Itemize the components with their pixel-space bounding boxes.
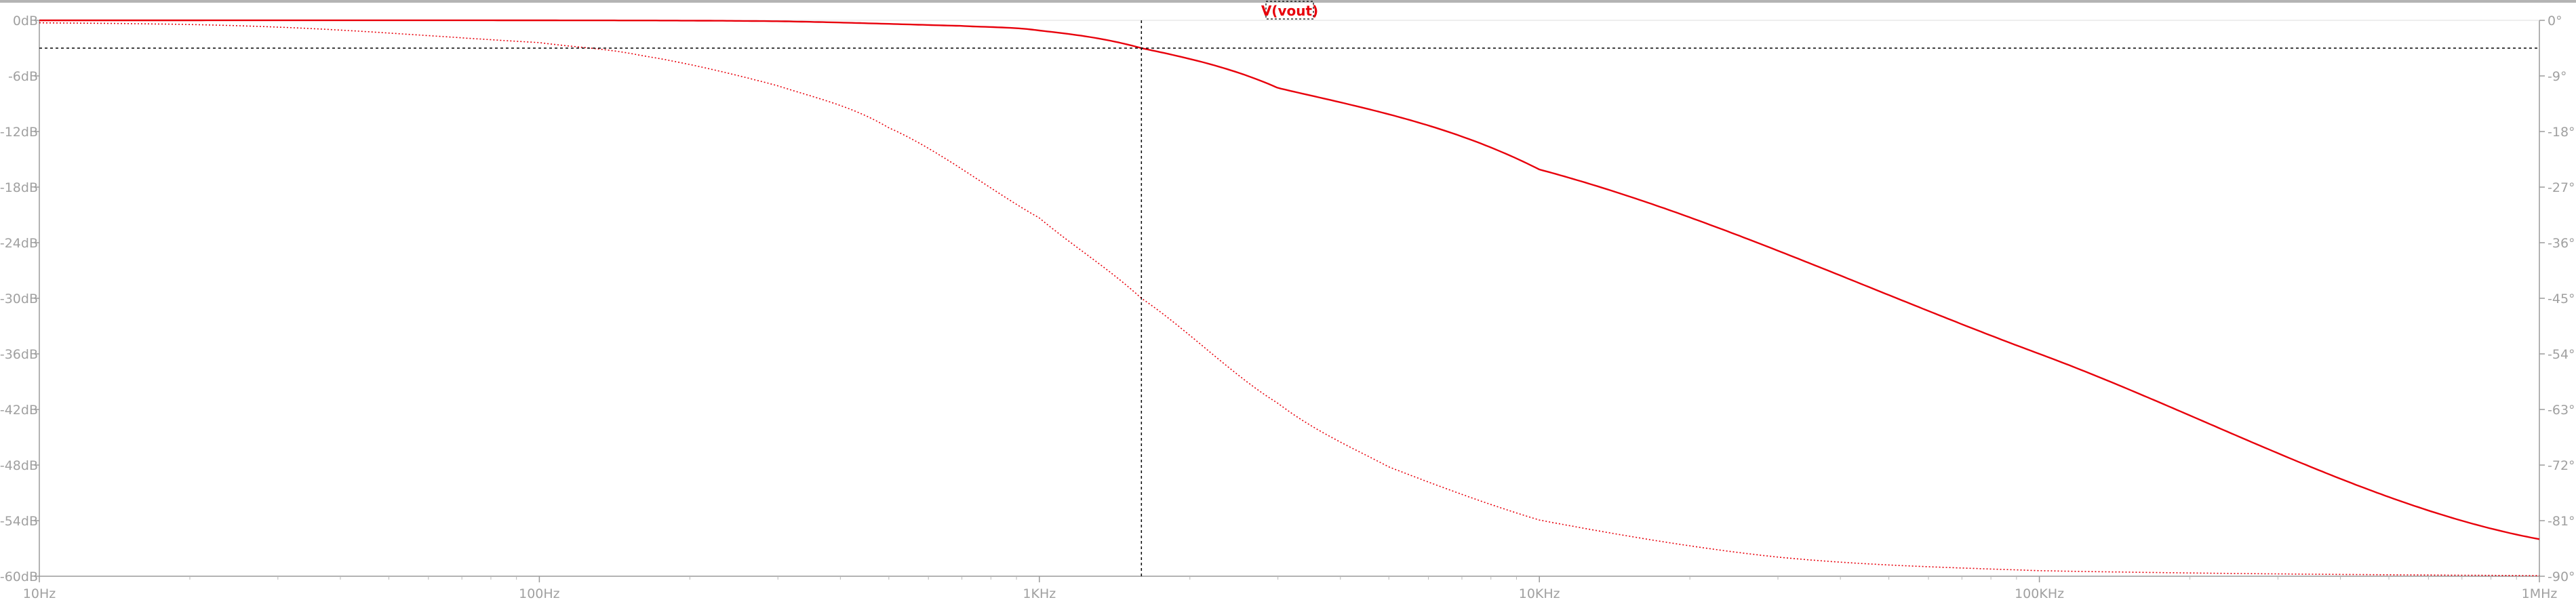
left-tick-label: -24dB <box>0 236 38 251</box>
right-tick-label: -36° <box>2548 236 2575 251</box>
x-tick-label: 10KHz <box>1519 586 1560 601</box>
x-tick-label: 1KHz <box>1023 586 1056 601</box>
left-tick-label: -30dB <box>0 292 38 306</box>
left-tick-label: -12dB <box>0 125 38 140</box>
right-tick-label: -27° <box>2548 180 2575 195</box>
trace-label[interactable]: V(vout) <box>1261 1 1318 20</box>
right-tick-label: -18° <box>2548 125 2575 140</box>
left-tick-label: -42dB <box>0 403 38 418</box>
right-tick-label: -90° <box>2548 569 2575 584</box>
left-tick-label: -54dB <box>0 514 38 529</box>
phase-trace <box>39 22 2539 576</box>
left-tick-label: -18dB <box>0 180 38 195</box>
left-tick-label: -36dB <box>0 347 38 362</box>
right-tick-label: -45° <box>2548 292 2575 306</box>
left-tick-label: -6dB <box>8 69 38 84</box>
right-tick-label: -54° <box>2548 347 2575 362</box>
left-tick-label: 0dB <box>13 14 38 28</box>
x-tick-label: 100Hz <box>519 586 560 601</box>
right-tick-label: -9° <box>2548 69 2567 84</box>
right-tick-label: -81° <box>2548 514 2575 529</box>
x-tick-label: 10Hz <box>23 586 56 601</box>
magnitude-trace <box>39 19 2540 540</box>
left-tick-label: -48dB <box>0 458 38 473</box>
x-tick-label: 100KHz <box>2015 586 2064 601</box>
right-tick-label: -63° <box>2548 403 2575 418</box>
right-tick-label: 0° <box>2548 14 2562 28</box>
trace-label-text[interactable]: V(vout) <box>1261 3 1318 19</box>
right-tick-label: -72° <box>2548 458 2575 473</box>
x-tick-label: 1MHz <box>2522 586 2558 601</box>
left-tick-label: -60dB <box>0 569 38 584</box>
